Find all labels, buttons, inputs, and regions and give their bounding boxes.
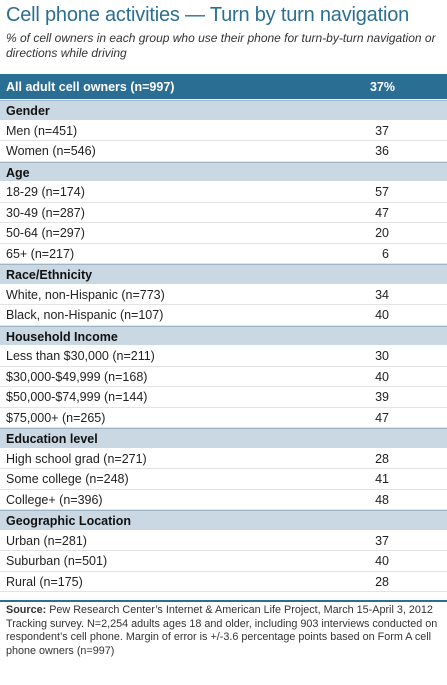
total-label: All adult cell owners (n=997) — [6, 80, 175, 94]
row-value: 40 — [375, 369, 389, 384]
table-row: Less than $30,000 (n=211) 30 — [0, 346, 447, 367]
table-row: College+ (n=396) 48 — [0, 489, 447, 510]
source-note: Source: Pew Research Center’s Internet &… — [6, 604, 438, 658]
table-row: Black, non-Hispanic (n=107) 40 — [0, 305, 447, 326]
section-header-household-income: Household Income — [0, 325, 447, 346]
section-header-label: Geographic Location — [6, 514, 132, 528]
section-header-label: Education level — [6, 432, 98, 446]
row-label: $50,000-$74,999 (n=144) — [6, 390, 148, 404]
table-row: $30,000-$49,999 (n=168) 40 — [0, 366, 447, 387]
table-row: Urban (n=281) 37 — [0, 530, 447, 551]
row-label: College+ (n=396) — [6, 492, 103, 507]
row-label: High school grad (n=271) — [6, 451, 147, 466]
row-label: $30,000-$49,999 (n=168) — [6, 369, 148, 384]
row-value: 40 — [375, 554, 389, 568]
row-value: 39 — [375, 390, 389, 404]
section-header-age: Age — [0, 161, 447, 182]
section-header-gender: Gender — [0, 100, 447, 121]
section-header-label: Race/Ethnicity — [6, 268, 93, 282]
row-label: Suburban (n=501) — [6, 554, 108, 568]
page-title: Cell phone activities — Turn by turn nav… — [6, 4, 410, 26]
row-label: White, non-Hispanic (n=773) — [6, 287, 165, 302]
row-value: 37 — [375, 123, 389, 138]
section-header-race-ethnicity: Race/Ethnicity — [0, 264, 447, 285]
row-value: 30 — [375, 349, 389, 363]
total-row: All adult cell owners (n=997) 37% — [0, 74, 447, 100]
row-value: 36 — [375, 144, 389, 158]
table-row: Women (n=546) 36 — [0, 141, 447, 162]
row-label: Black, non-Hispanic (n=107) — [6, 308, 164, 322]
row-label: Women (n=546) — [6, 144, 96, 158]
row-value: 34 — [375, 287, 389, 302]
section-header-label: Gender — [6, 104, 50, 118]
source-text: Pew Research Center’s Internet & America… — [6, 604, 438, 657]
source-prefix: Source: — [6, 604, 47, 616]
row-value: 40 — [375, 308, 389, 322]
table-row: 50-64 (n=297) 20 — [0, 223, 447, 244]
table-row: Rural (n=175) 28 — [0, 571, 447, 592]
data-table: All adult cell owners (n=997) 37% Gender… — [0, 74, 447, 592]
row-label: 50-64 (n=297) — [6, 226, 85, 240]
row-value: 20 — [375, 226, 389, 240]
row-value: 47 — [375, 410, 389, 425]
table-row: 30-49 (n=287) 47 — [0, 202, 447, 223]
source-divider — [0, 600, 447, 602]
row-value: 41 — [375, 472, 389, 486]
table-row: Men (n=451) 37 — [0, 120, 447, 141]
table-row: White, non-Hispanic (n=773) 34 — [0, 284, 447, 305]
section-header-education-level: Education level — [0, 428, 447, 449]
row-value: 6 — [382, 246, 389, 261]
table-row: High school grad (n=271) 28 — [0, 448, 447, 469]
section-header-label: Household Income — [6, 329, 118, 344]
row-label: Some college (n=248) — [6, 472, 129, 486]
table-row: Suburban (n=501) 40 — [0, 551, 447, 572]
row-label: $75,000+ (n=265) — [6, 410, 106, 425]
row-label: Men (n=451) — [6, 123, 78, 138]
table-row: 65+ (n=217) 6 — [0, 243, 447, 264]
table-row: $50,000-$74,999 (n=144) 39 — [0, 387, 447, 408]
row-label: Rural (n=175) — [6, 574, 83, 589]
row-label: Less than $30,000 (n=211) — [6, 349, 155, 363]
section-header-geographic-location: Geographic Location — [0, 510, 447, 531]
total-value: 37% — [369, 80, 395, 94]
row-value: 28 — [375, 451, 389, 466]
table-row: Some college (n=248) 41 — [0, 469, 447, 490]
table-row: 18-29 (n=174) 57 — [0, 182, 447, 203]
table-row: $75,000+ (n=265) 47 — [0, 407, 447, 428]
page-subtitle: % of cell owners in each group who use t… — [6, 31, 436, 60]
row-value: 48 — [375, 492, 389, 507]
row-label: Urban (n=281) — [6, 533, 87, 548]
row-value: 37 — [375, 533, 389, 548]
row-label: 65+ (n=217) — [6, 246, 75, 261]
row-value: 57 — [375, 185, 389, 199]
row-value: 47 — [375, 205, 389, 220]
row-label: 30-49 (n=287) — [6, 205, 85, 220]
row-value: 28 — [375, 574, 389, 589]
section-header-label: Age — [6, 165, 30, 180]
row-label: 18-29 (n=174) — [6, 185, 85, 199]
